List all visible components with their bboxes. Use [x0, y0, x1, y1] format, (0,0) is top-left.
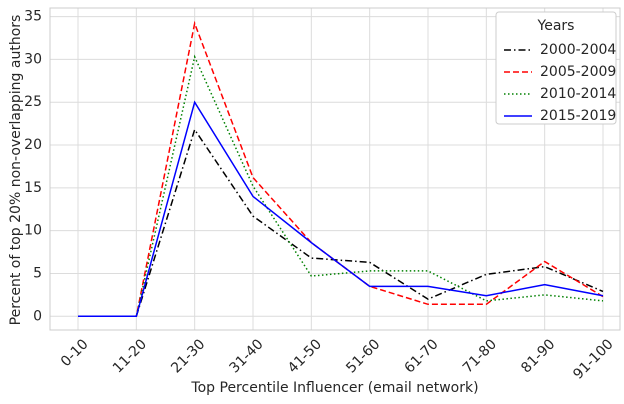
y-tick-label: 30: [24, 51, 42, 67]
legend-label: 2015-2019: [540, 108, 616, 124]
x-tick-label: 21-30: [168, 336, 208, 376]
y-axis-label: Percent of top 20% non-overlapping autho…: [8, 15, 24, 326]
x-tick-label: 61-70: [402, 336, 442, 376]
line-series: [78, 20, 604, 318]
y-tick-label: 35: [24, 9, 42, 25]
legend-label: 2000-2004: [540, 42, 616, 58]
plot-frame: [49, 7, 621, 331]
x-tick-label: 51-60: [343, 336, 383, 376]
line-series: [78, 54, 604, 318]
x-tick-label: 81-90: [518, 336, 558, 376]
x-tick-label: 71-80: [460, 336, 500, 376]
x-tick-label: 41-50: [285, 336, 325, 376]
line-series: [78, 100, 604, 318]
line-series: [78, 127, 604, 318]
x-tick-label: 0-10: [58, 336, 92, 370]
legend-box: [495, 11, 617, 125]
legend-label: 2005-2009: [540, 64, 616, 80]
y-tick-label: 0: [33, 308, 42, 324]
x-tick-label: 31-40: [227, 336, 267, 376]
y-tick-label: 10: [24, 223, 42, 239]
legend-title: Years: [537, 18, 575, 34]
y-tick-label: 20: [24, 137, 42, 153]
y-tick-label: 15: [24, 180, 42, 196]
y-tick-label: 5: [33, 265, 42, 281]
legend-label: 2010-2014: [540, 86, 616, 102]
y-tick-label: 25: [24, 94, 42, 110]
x-axis-label: Top Percentile Influencer (email network…: [190, 380, 478, 396]
x-tick-label: 11-20: [110, 336, 150, 376]
x-tick-label: 91-100: [570, 336, 616, 382]
